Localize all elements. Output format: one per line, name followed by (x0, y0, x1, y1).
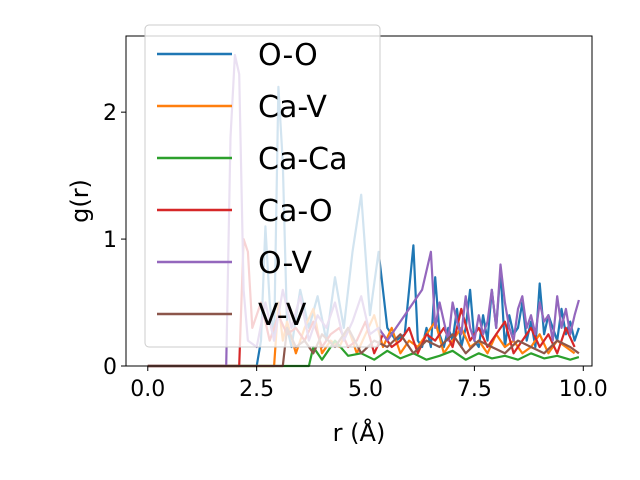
y-tick-label: 2 (103, 101, 117, 126)
x-tick-label: 2.5 (239, 377, 274, 402)
x-tick-label: 10.0 (559, 377, 608, 402)
legend-label: Ca-V (258, 90, 327, 125)
legend-label: V-V (258, 298, 307, 333)
y-tick-label: 0 (103, 355, 117, 380)
y-axis-ticks: 0 1 2 (103, 101, 126, 380)
legend-label: O-V (258, 246, 313, 281)
x-axis-label: r (Å) (333, 418, 386, 447)
legend: O-O Ca-V Ca-Ca Ca-O O-V V-V (144, 24, 381, 348)
legend-label: Ca-Ca (258, 142, 348, 177)
y-axis-label: g(r) (66, 179, 94, 223)
x-tick-label: 7.5 (457, 377, 492, 402)
x-tick-label: 5.0 (348, 377, 383, 402)
x-tick-label: 0.0 (130, 377, 165, 402)
x-axis-ticks: 0.0 2.5 5.0 7.5 10.0 (130, 366, 608, 402)
y-tick-label: 1 (103, 228, 117, 253)
legend-label: Ca-O (258, 194, 333, 229)
legend-label: O-O (258, 38, 318, 73)
